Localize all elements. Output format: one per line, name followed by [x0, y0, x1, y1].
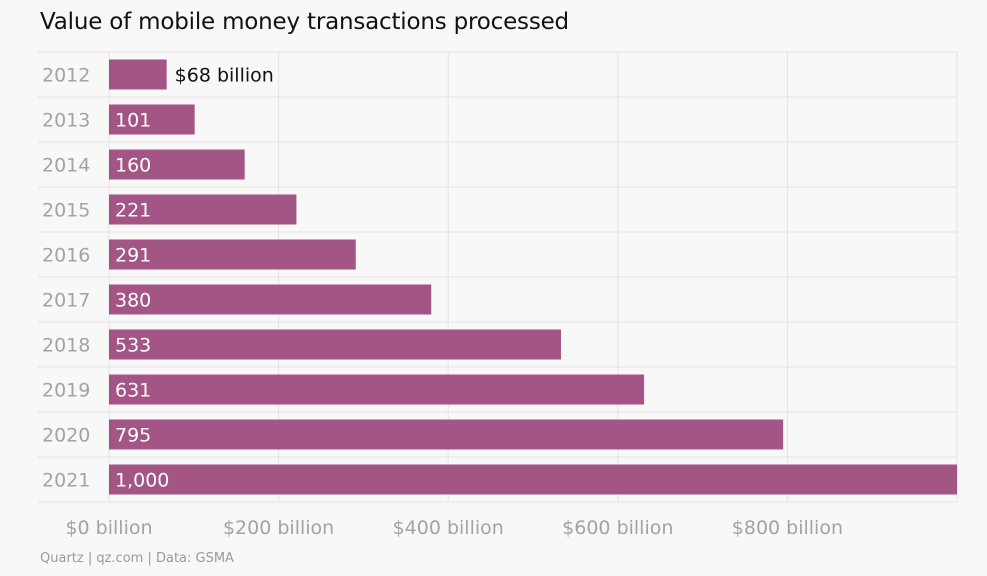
category-label-2017: 2017 — [42, 290, 90, 312]
category-label-2015: 2015 — [42, 200, 90, 222]
chart-title: Value of mobile money transactions proce… — [40, 9, 569, 35]
x-tick-label: $800 billion — [732, 517, 843, 539]
category-label-2013: 2013 — [42, 110, 90, 132]
data-label-2014: 160 — [115, 155, 151, 177]
bar-2015 — [109, 194, 297, 225]
bar-2018 — [109, 329, 561, 360]
category-label-2021: 2021 — [42, 470, 90, 492]
data-label-2020: 795 — [115, 425, 151, 447]
bar-2013 — [109, 104, 195, 135]
bar-2021 — [109, 464, 957, 495]
data-label-2012: $68 billion — [175, 65, 274, 87]
x-tick-label: $600 billion — [562, 517, 673, 539]
x-tick-label: $0 billion — [65, 517, 152, 539]
source-credit: Quartz | qz.com | Data: GSMA — [40, 551, 234, 566]
data-label-2015: 221 — [115, 200, 151, 222]
x-tick-label: $200 billion — [223, 517, 334, 539]
category-label-2018: 2018 — [42, 335, 90, 357]
data-label-2016: 291 — [115, 245, 151, 267]
bar-2019 — [109, 374, 645, 405]
bar-2016 — [109, 239, 356, 270]
x-tick-label: $400 billion — [393, 517, 504, 539]
category-label-2019: 2019 — [42, 380, 90, 402]
data-label-2013: 101 — [115, 110, 151, 132]
category-label-2016: 2016 — [42, 245, 90, 267]
data-label-2017: 380 — [115, 290, 151, 312]
bar-2014 — [109, 149, 245, 180]
category-label-2012: 2012 — [42, 65, 90, 87]
bar-2017 — [109, 284, 432, 315]
category-label-2020: 2020 — [42, 425, 90, 447]
data-label-2021: 1,000 — [115, 470, 169, 492]
data-label-2018: 533 — [115, 335, 151, 357]
bar-2012 — [109, 59, 167, 90]
data-label-2019: 631 — [115, 380, 151, 402]
category-label-2014: 2014 — [42, 155, 90, 177]
bar-2020 — [109, 419, 784, 450]
